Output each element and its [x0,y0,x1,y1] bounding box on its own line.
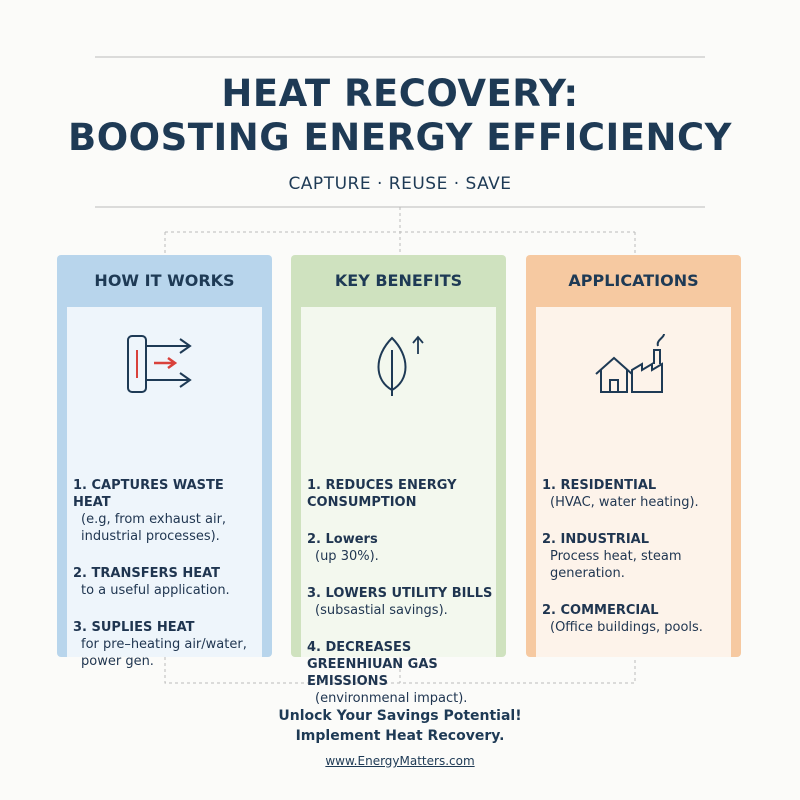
column-heading: KEY BENEFITS [334,271,463,290]
column: KEY BENEFITS 1. REDUCES ENERGY CONSUMPTIO… [291,255,506,706]
item-list: 1. RESIDENTIAL (HVAC, water heating). 2. I… [542,477,729,656]
item-label: 1. CAPTURES WASTE HEAT [73,478,224,510]
list-item: 2. Lowers (up 30%). [307,531,494,565]
list-item: 2. COMMERCIAL (Office buildings, pools. [542,602,729,636]
item-detail: to a useful application. [81,583,230,598]
list-item: 1. CAPTURES WASTE HEAT (e.g, from exhaust… [73,477,260,545]
item-label: 1. RESIDENTIAL [542,478,657,493]
item-label: 2. TRANSFERS HEAT [73,566,221,581]
buildings-icon [595,333,665,393]
item-label: 1. REDUCES ENERGY CONSUMPTION [307,478,457,510]
item-detail: (HVAC, water heating). [550,495,699,510]
heat-exchanger-icon [127,335,192,393]
website-link[interactable]: www.EnergyMatters.com [325,754,475,768]
list-item: 3. SUPLIES HEAT for pre–heating air/water… [73,619,260,670]
list-item: 4. DECREASES GREENHIUAN GAS EMISSIONS (en… [307,639,494,707]
footer-cta: Unlock Your Savings Potential! [278,708,522,724]
item-label: 4. DECREASES GREENHIUAN GAS EMISSIONS [307,640,438,689]
column: HOW IT WORKS 1. CAPTURES WASTE HEAT (e.g, … [57,255,272,669]
item-list: 1. CAPTURES WASTE HEAT (e.g, from exhaust… [73,477,260,690]
item-label: 2. Lowers [307,532,378,547]
item-detail: (up 30%). [315,549,379,564]
column-panel: 1. REDUCES ENERGY CONSUMPTION 2. Lowers (u… [301,307,496,706]
column-panel: 1. RESIDENTIAL (HVAC, water heating). 2. I… [536,307,731,657]
item-label: 3. LOWERS UTILITY BILLS [307,586,493,601]
item-label: 3. SUPLIES HEAT [73,620,195,635]
column-heading: HOW IT WORKS [94,271,235,290]
list-item: 1. REDUCES ENERGY CONSUMPTION [307,477,494,511]
list-item: 2. TRANSFERS HEAT to a useful application… [73,565,260,599]
footer-cta: Implement Heat Recovery. [295,728,505,744]
title: HEAT RECOVERY: [221,72,579,115]
column-panel: 1. CAPTURES WASTE HEAT (e.g, from exhaust… [67,307,262,669]
item-label: 2. COMMERCIAL [542,603,659,618]
column-heading: APPLICATIONS [568,271,699,290]
item-detail: (Office buildings, pools. [550,620,703,635]
column: APPLICATIONS 1. RESIDENTIAL (HVAC, water h… [526,255,741,657]
item-detail: Process heat, steam generation. [550,549,682,581]
list-item: 3. LOWERS UTILITY BILLS (subsastial savin… [307,585,494,619]
item-detail: (environmenal impact). [315,691,468,706]
list-item: 2. INDUSTRIAL Process heat, steam generat… [542,531,729,582]
list-item: 1. RESIDENTIAL (HVAC, water heating). [542,477,729,511]
item-detail: (subsastial savings). [315,603,448,618]
item-list: 1. REDUCES ENERGY CONSUMPTION 2. Lowers (u… [307,477,494,727]
item-detail: (e.g, from exhaust air, industrial proce… [81,512,227,544]
item-detail: for pre–heating air/water, power gen. [81,637,247,669]
item-label: 2. INDUSTRIAL [542,532,649,547]
leaf-icon [377,335,424,396]
title: BOOSTING ENERGY EFFICIENCY [68,116,732,159]
connectors [164,207,636,684]
subtitle: CAPTURE · REUSE · SAVE [288,174,512,194]
